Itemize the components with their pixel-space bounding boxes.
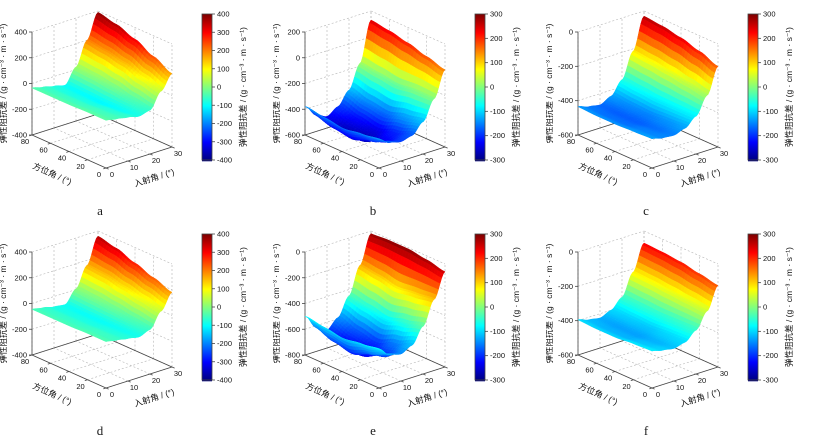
panel-letter-c: c <box>643 203 649 218</box>
panel-letter-f: f <box>643 423 649 438</box>
panel-c: c <box>546 0 819 220</box>
panel-f: f <box>546 220 819 440</box>
panel-b: b <box>273 0 546 220</box>
surface-plot-c <box>546 0 819 205</box>
panel-letter-e: e <box>370 423 376 438</box>
panel-letter-b: b <box>369 203 377 218</box>
panel-letter-d: d <box>96 423 104 438</box>
panel-letter-a: a <box>97 203 103 218</box>
surface-plot-b <box>273 0 546 205</box>
panel-d: d <box>0 220 273 440</box>
surface-plot-e <box>273 220 546 425</box>
surface-plot-a <box>0 0 273 205</box>
panel-a: a <box>0 0 273 220</box>
surface-plot-d <box>0 220 273 425</box>
panel-e: e <box>273 220 546 440</box>
surface-plot-f <box>546 220 819 425</box>
